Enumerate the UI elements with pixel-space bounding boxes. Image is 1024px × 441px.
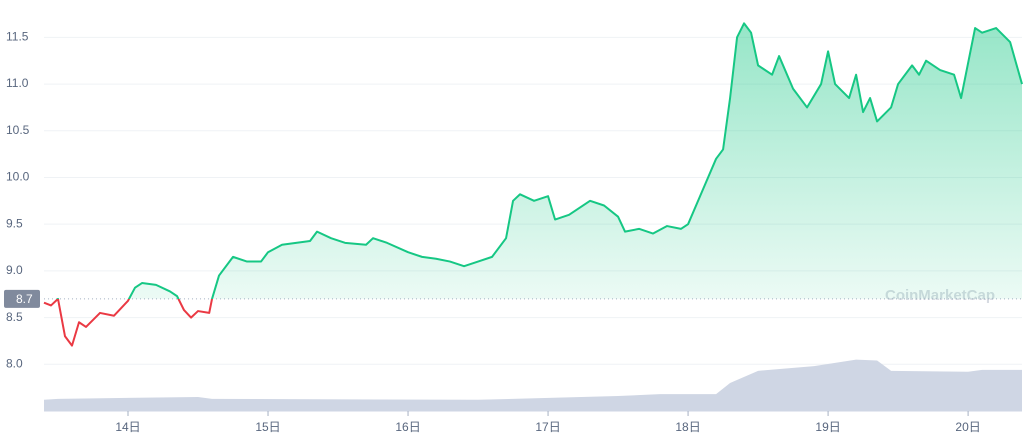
- y-tick-label: 11.5: [6, 30, 29, 44]
- y-tick-label: 10.0: [6, 170, 30, 184]
- x-tick-label: 17日: [535, 420, 560, 434]
- y-tick-label: 8.5: [6, 310, 23, 324]
- x-tick-label: 18日: [675, 420, 700, 434]
- x-tick-label: 19日: [815, 420, 840, 434]
- y-tick-label: 10.5: [6, 123, 30, 137]
- x-tick-label: 14日: [115, 420, 140, 434]
- volume-area: [44, 359, 1022, 411]
- x-tick-label: 16日: [395, 420, 420, 434]
- price-area: [44, 23, 1022, 299]
- y-tick-label: 9.0: [6, 263, 23, 277]
- baseline-label-box: [4, 289, 40, 308]
- price-line: [43, 22, 1023, 347]
- x-tick-label: 15日: [255, 420, 280, 434]
- y-tick-label: 9.5: [6, 216, 23, 230]
- x-tick-label: 20日: [955, 420, 980, 434]
- y-tick-label: 11.0: [6, 76, 29, 90]
- y-tick-label: 8.0: [6, 356, 23, 370]
- baseline-label: 8.7: [16, 292, 33, 306]
